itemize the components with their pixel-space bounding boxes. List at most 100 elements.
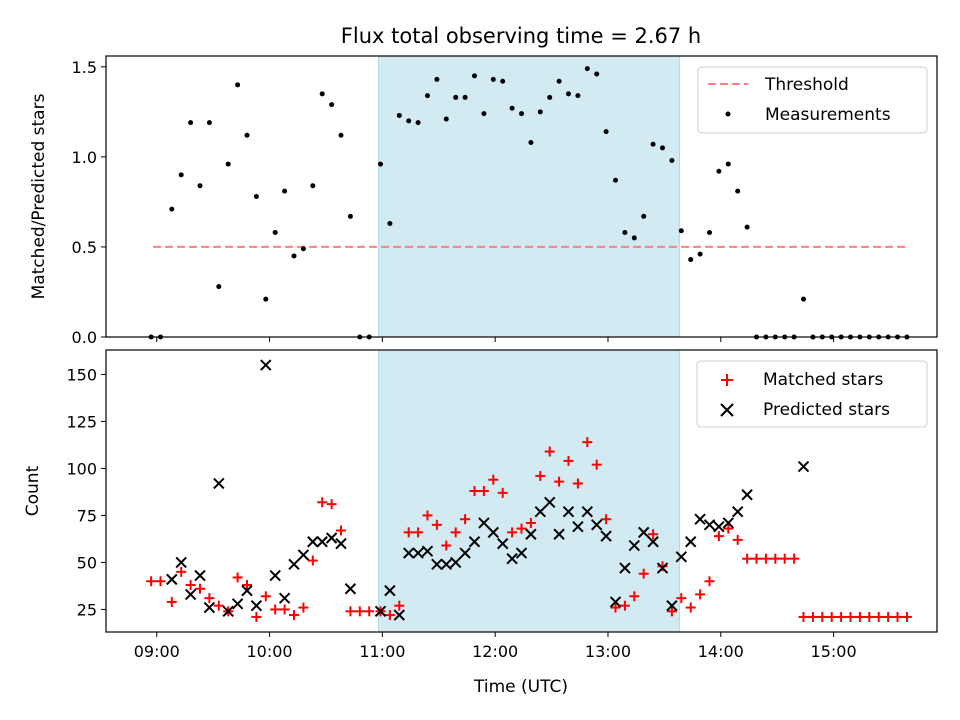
matched-point (695, 589, 706, 600)
measurement-point (735, 188, 741, 194)
matched-point (648, 529, 659, 540)
predicted-point-b (297, 549, 310, 561)
matched-point (364, 606, 375, 617)
measurement-point (584, 66, 590, 72)
predicted-point (412, 547, 424, 559)
matched-point (251, 611, 262, 622)
matched-point (307, 555, 318, 566)
measurement-point (338, 132, 344, 138)
measurement-point (471, 73, 477, 79)
bottom-panel: 25 50 75 100 125 150 09:00 10:00 11:00 12:00 13:0… (23, 349, 938, 697)
predicted-point-b (241, 584, 253, 597)
measurement-point (697, 251, 703, 257)
matched-point (146, 576, 157, 587)
predicted-point (600, 530, 612, 542)
matched-point (403, 527, 414, 538)
predicted-point-b (431, 558, 443, 571)
predicted-point (449, 556, 462, 569)
matched-point (166, 596, 177, 607)
predicted-point-b (260, 359, 272, 371)
predicted-point-b (231, 598, 244, 610)
predicted-point-b (213, 477, 225, 490)
predicted-point-b (722, 517, 735, 529)
matched-point (488, 474, 499, 485)
matched-point (817, 611, 828, 622)
x-tick-label: 13:00 (585, 642, 631, 661)
matched-point (685, 602, 696, 613)
predicted-point-b (222, 605, 234, 618)
measurement-point (641, 213, 647, 219)
y-tick-label: 1.0 (72, 148, 97, 167)
predicted-point (609, 596, 622, 608)
measurement-point (688, 257, 694, 263)
predicted-point-b (307, 536, 319, 548)
bottom-y-axis-label: Count (23, 465, 43, 516)
matched-point (260, 591, 271, 602)
series-predicted-stars (166, 359, 810, 621)
matched-point (354, 606, 365, 617)
predicted-point (260, 359, 272, 371)
matched-point (535, 470, 546, 481)
matched-point (298, 602, 309, 613)
predicted-point-b (637, 526, 650, 539)
predicted-point-b (600, 530, 612, 542)
measurement-point (500, 78, 506, 84)
predicted-point (316, 536, 328, 548)
measurement-point (462, 94, 468, 100)
predicted-point (534, 505, 547, 518)
measurement-point (528, 139, 534, 145)
predicted-point (166, 573, 178, 586)
measurement-point (244, 132, 250, 138)
top-legend: Threshold Measurements (697, 66, 928, 134)
matched-point (422, 510, 433, 521)
measurement-point (660, 145, 666, 151)
y-tick-label: 75 (77, 506, 97, 525)
predicted-point-b (685, 536, 697, 548)
predicted-point (797, 460, 810, 473)
x-tick-label: 12:00 (472, 642, 518, 661)
matched-point (582, 437, 593, 448)
matched-point (345, 606, 356, 617)
measurement-point (547, 94, 553, 100)
predicted-point (666, 599, 678, 612)
chart-title: Flux total observing time = 2.67 h (341, 24, 701, 48)
measurement-point (263, 296, 269, 302)
predicted-point-b (184, 588, 197, 601)
predicted-point (459, 547, 471, 559)
predicted-point-b (487, 526, 500, 539)
matched-point (232, 572, 243, 583)
predicted-point-b (440, 558, 453, 571)
predicted-point-b (741, 489, 753, 501)
predicted-point (203, 601, 216, 614)
measurement-point (481, 111, 487, 117)
predicted-point (250, 599, 263, 612)
matched-point (155, 576, 166, 587)
matched-point (836, 611, 847, 622)
measurement-point (415, 120, 421, 126)
predicted-point (656, 562, 669, 574)
matched-point (845, 611, 856, 622)
measurement-point (575, 93, 581, 99)
matched-point (638, 568, 649, 579)
measurement-point (406, 118, 412, 124)
predicted-point-b (797, 460, 810, 473)
x-tick-label: 09:00 (134, 642, 180, 661)
predicted-point-b (412, 547, 424, 559)
predicted-point (269, 569, 281, 582)
matched-point (883, 611, 894, 622)
predicted-point (194, 569, 206, 582)
matched-point (326, 499, 337, 510)
predicted-point-b (325, 532, 338, 544)
predicted-point-b (421, 545, 434, 557)
matched-point (770, 553, 781, 564)
matched-point (544, 446, 555, 457)
matched-point (742, 553, 753, 564)
predicted-point (628, 539, 641, 552)
legend-predicted-label: Predicted stars (763, 400, 890, 420)
predicted-point-b (525, 528, 537, 540)
bottom-shaded-interval (378, 349, 680, 633)
predicted-point (647, 536, 659, 548)
predicted-point (732, 505, 744, 518)
measurement-point (678, 228, 684, 234)
predicted-point-b (675, 551, 688, 563)
